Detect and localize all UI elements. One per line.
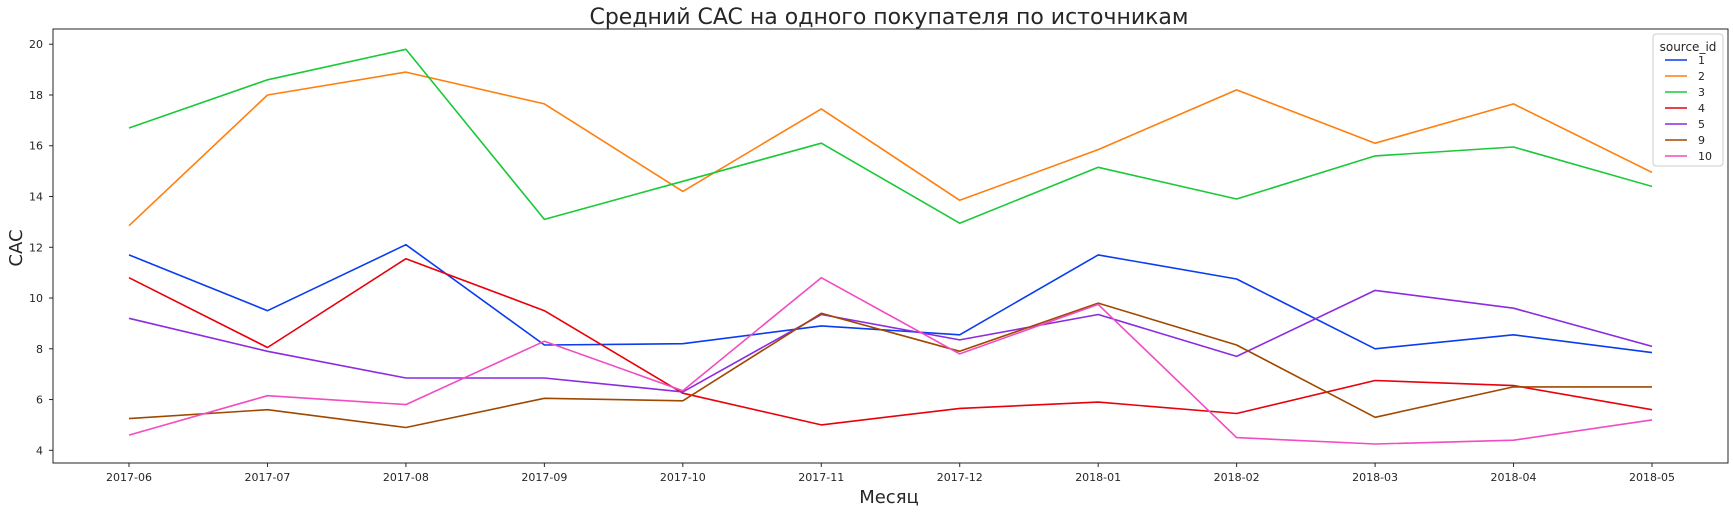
y-tick-label: 10	[29, 292, 43, 305]
x-tick-label: 2018-04	[1491, 471, 1537, 484]
legend: source_id 1 2 3 4 5 9 10	[1652, 33, 1724, 167]
x-tick-label: 2017-06	[106, 471, 152, 484]
y-tick-label: 12	[29, 241, 43, 254]
x-tick-label: 2018-01	[1075, 471, 1121, 484]
x-axis-title: Месяц	[859, 487, 919, 508]
x-tick-label: 2017-08	[383, 471, 429, 484]
y-tick-label: 4	[36, 444, 43, 457]
series-line-3	[128, 48, 1653, 224]
legend-label-4: 4	[1698, 102, 1705, 115]
series-line-1	[128, 243, 1653, 354]
chart-title: Средний CAC на одного покупателя по исто…	[589, 5, 1188, 30]
x-tick-label: 2017-11	[798, 471, 844, 484]
y-tick-label: 14	[29, 191, 43, 204]
series-line-4	[128, 257, 1653, 426]
legend-label-1: 1	[1698, 54, 1705, 67]
y-axis-title: CAC	[6, 229, 27, 266]
legend-label-3: 3	[1698, 86, 1705, 99]
series-line-2	[128, 71, 1653, 227]
legend-label-2: 2	[1698, 70, 1705, 83]
series-lines	[128, 48, 1653, 445]
y-tick-label: 20	[29, 38, 43, 51]
legend-label-10: 10	[1698, 150, 1712, 163]
series-line-9	[128, 302, 1652, 429]
x-tick-label: 2017-09	[521, 471, 567, 484]
legend-label-9: 9	[1698, 134, 1705, 147]
y-axis: 4 6 8 10 12 14 16 18 20	[29, 38, 53, 457]
x-tick-label: 2017-12	[937, 471, 983, 484]
series-line-10	[128, 276, 1653, 445]
legend-title: source_id	[1660, 40, 1717, 54]
y-tick-label: 18	[29, 89, 43, 102]
plot-frame	[52, 28, 1729, 464]
x-tick-label: 2017-10	[660, 471, 706, 484]
x-axis: 2017-06 2017-07 2017-08 2017-09 2017-10 2017-…	[106, 463, 1675, 484]
x-tick-label: 2018-02	[1214, 471, 1260, 484]
legend-items: 1 2 3 4 5 9 10	[1665, 54, 1712, 163]
y-tick-label: 8	[36, 343, 43, 356]
legend-box	[1652, 33, 1724, 167]
legend-label-5: 5	[1698, 118, 1705, 131]
series-line-5	[128, 289, 1653, 393]
y-tick-label: 6	[36, 394, 43, 407]
y-tick-label: 16	[29, 140, 43, 153]
x-tick-label: 2017-07	[244, 471, 290, 484]
x-tick-label: 2018-05	[1629, 471, 1675, 484]
x-tick-label: 2018-03	[1352, 471, 1398, 484]
